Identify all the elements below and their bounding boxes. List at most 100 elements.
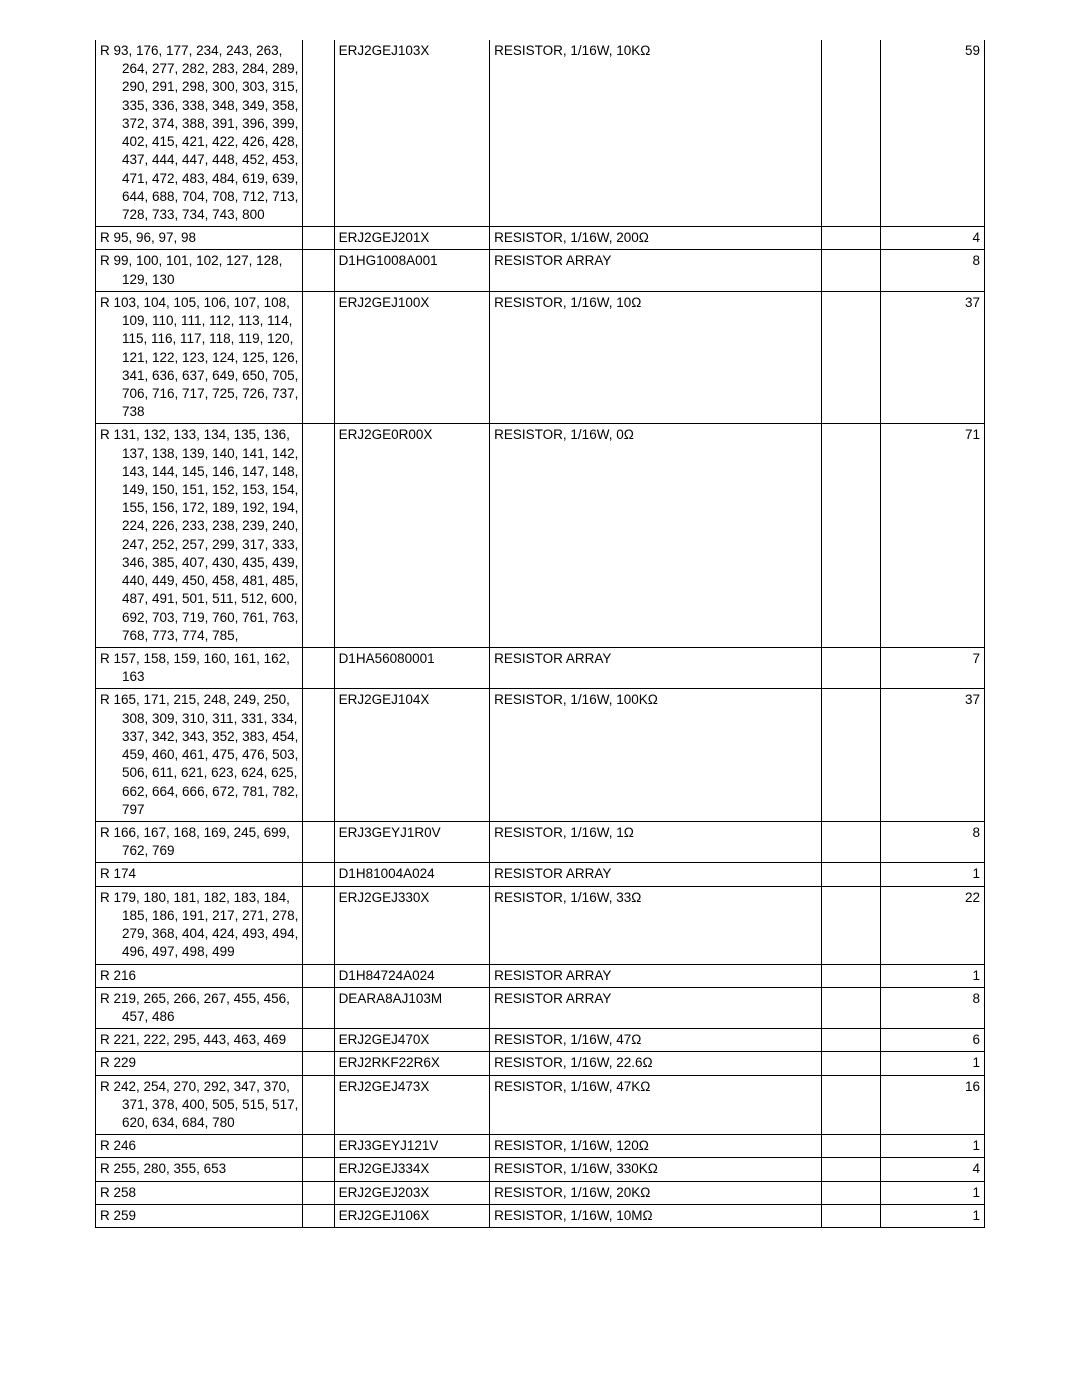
cell-part: ERJ3GEYJ1R0V bbox=[334, 821, 490, 862]
cell-blank2 bbox=[822, 1029, 881, 1052]
cell-qty: 37 bbox=[881, 291, 985, 424]
cell-part: ERJ2GEJ103X bbox=[334, 40, 490, 227]
table-row: R 131, 132, 133, 134, 135, 136, 137, 138… bbox=[96, 424, 985, 648]
table-row: R 103, 104, 105, 106, 107, 108, 109, 110… bbox=[96, 291, 985, 424]
cell-blank bbox=[303, 1075, 334, 1135]
cell-blank2 bbox=[822, 863, 881, 886]
cell-blank bbox=[303, 689, 334, 822]
cell-blank2 bbox=[822, 1052, 881, 1075]
cell-qty: 1 bbox=[881, 863, 985, 886]
cell-blank2 bbox=[822, 1158, 881, 1181]
cell-blank2 bbox=[822, 1075, 881, 1135]
cell-blank bbox=[303, 987, 334, 1028]
cell-desc: RESISTOR, 1/16W, 330KΩ bbox=[490, 1158, 822, 1181]
cell-refs: R 166, 167, 168, 169, 245, 699, 762, 769 bbox=[96, 821, 303, 862]
cell-part: ERJ2GEJ201X bbox=[334, 227, 490, 250]
cell-blank2 bbox=[822, 689, 881, 822]
cell-refs: R 165, 171, 215, 248, 249, 250, 308, 309… bbox=[96, 689, 303, 822]
cell-part: D1H81004A024 bbox=[334, 863, 490, 886]
cell-desc: RESISTOR, 1/16W, 0Ω bbox=[490, 424, 822, 648]
cell-blank2 bbox=[822, 821, 881, 862]
cell-refs: R 221, 222, 295, 443, 463, 469 bbox=[96, 1029, 303, 1052]
cell-qty: 6 bbox=[881, 1029, 985, 1052]
table-row: R 221, 222, 295, 443, 463, 469ERJ2GEJ470… bbox=[96, 1029, 985, 1052]
cell-blank2 bbox=[822, 964, 881, 987]
cell-blank bbox=[303, 964, 334, 987]
cell-refs: R 179, 180, 181, 182, 183, 184, 185, 186… bbox=[96, 886, 303, 964]
table-row: R 259 ERJ2GEJ106XRESISTOR, 1/16W, 10MΩ 1 bbox=[96, 1204, 985, 1227]
cell-blank bbox=[303, 863, 334, 886]
cell-qty: 22 bbox=[881, 886, 985, 964]
table-row: R 166, 167, 168, 169, 245, 699, 762, 769… bbox=[96, 821, 985, 862]
cell-refs: R 157, 158, 159, 160, 161, 162, 163 bbox=[96, 648, 303, 689]
cell-qty: 8 bbox=[881, 250, 985, 291]
cell-blank2 bbox=[822, 886, 881, 964]
table-row: R 255, 280, 355, 653ERJ2GEJ334XRESISTOR,… bbox=[96, 1158, 985, 1181]
cell-desc: RESISTOR, 1/16W, 47Ω bbox=[490, 1029, 822, 1052]
cell-part: ERJ2GEJ106X bbox=[334, 1204, 490, 1227]
cell-blank2 bbox=[822, 1135, 881, 1158]
cell-part: ERJ2GEJ100X bbox=[334, 291, 490, 424]
cell-blank2 bbox=[822, 250, 881, 291]
cell-desc: RESISTOR, 1/16W, 22.6Ω bbox=[490, 1052, 822, 1075]
cell-blank2 bbox=[822, 1181, 881, 1204]
cell-desc: RESISTOR ARRAY bbox=[490, 987, 822, 1028]
cell-refs: R 216 bbox=[96, 964, 303, 987]
table-row: R 174D1H81004A024RESISTOR ARRAY1 bbox=[96, 863, 985, 886]
cell-qty: 1 bbox=[881, 1204, 985, 1227]
cell-blank2 bbox=[822, 40, 881, 227]
cell-qty: 37 bbox=[881, 689, 985, 822]
table-row: R 165, 171, 215, 248, 249, 250, 308, 309… bbox=[96, 689, 985, 822]
cell-part: D1HA56080001 bbox=[334, 648, 490, 689]
cell-blank bbox=[303, 1135, 334, 1158]
cell-part: ERJ2GEJ330X bbox=[334, 886, 490, 964]
cell-blank2 bbox=[822, 1204, 881, 1227]
cell-desc: RESISTOR, 1/16W, 10MΩ bbox=[490, 1204, 822, 1227]
cell-qty: 1 bbox=[881, 964, 985, 987]
cell-desc: RESISTOR, 1/16W, 100KΩ bbox=[490, 689, 822, 822]
cell-qty: 4 bbox=[881, 227, 985, 250]
cell-part: ERJ2RKF22R6X bbox=[334, 1052, 490, 1075]
cell-desc: RESISTOR, 1/16W, 47KΩ bbox=[490, 1075, 822, 1135]
cell-desc: RESISTOR ARRAY bbox=[490, 964, 822, 987]
cell-refs: R 219, 265, 266, 267, 455, 456, 457, 486 bbox=[96, 987, 303, 1028]
cell-blank bbox=[303, 424, 334, 648]
cell-refs: R 93, 176, 177, 234, 243, 263, 264, 277,… bbox=[96, 40, 303, 227]
cell-qty: 1 bbox=[881, 1052, 985, 1075]
cell-desc: RESISTOR, 1/16W, 120Ω bbox=[490, 1135, 822, 1158]
cell-blank bbox=[303, 1158, 334, 1181]
cell-blank bbox=[303, 886, 334, 964]
cell-blank bbox=[303, 291, 334, 424]
cell-desc: RESISTOR, 1/16W, 200Ω bbox=[490, 227, 822, 250]
table-row: R 216 D1H84724A024RESISTOR ARRAY 1 bbox=[96, 964, 985, 987]
cell-desc: RESISTOR, 1/16W, 33Ω bbox=[490, 886, 822, 964]
cell-blank bbox=[303, 1204, 334, 1227]
cell-qty: 8 bbox=[881, 821, 985, 862]
cell-part: D1HG1008A001 bbox=[334, 250, 490, 291]
cell-qty: 71 bbox=[881, 424, 985, 648]
cell-refs: R 103, 104, 105, 106, 107, 108, 109, 110… bbox=[96, 291, 303, 424]
cell-part: ERJ2GEJ473X bbox=[334, 1075, 490, 1135]
cell-qty: 1 bbox=[881, 1135, 985, 1158]
cell-part: ERJ3GEYJ121V bbox=[334, 1135, 490, 1158]
table-row: R 229ERJ2RKF22R6XRESISTOR, 1/16W, 22.6Ω1 bbox=[96, 1052, 985, 1075]
table-row: R 258ERJ2GEJ203XRESISTOR, 1/16W, 20KΩ1 bbox=[96, 1181, 985, 1204]
cell-refs: R 259 bbox=[96, 1204, 303, 1227]
cell-desc: RESISTOR, 1/16W, 10Ω bbox=[490, 291, 822, 424]
table-row: R 157, 158, 159, 160, 161, 162, 163 D1HA5… bbox=[96, 648, 985, 689]
cell-part: D1H84724A024 bbox=[334, 964, 490, 987]
cell-refs: R 99, 100, 101, 102, 127, 128, 129, 130 bbox=[96, 250, 303, 291]
cell-refs: R 242, 254, 270, 292, 347, 370, 371, 378… bbox=[96, 1075, 303, 1135]
table-row: R 99, 100, 101, 102, 127, 128, 129, 130 D… bbox=[96, 250, 985, 291]
table-row: R 242, 254, 270, 292, 347, 370, 371, 378… bbox=[96, 1075, 985, 1135]
cell-part: ERJ2GEJ203X bbox=[334, 1181, 490, 1204]
cell-desc: RESISTOR, 1/16W, 10KΩ bbox=[490, 40, 822, 227]
cell-blank bbox=[303, 40, 334, 227]
table-row: R 95, 96, 97, 98 ERJ2GEJ201XRESISTOR, 1/1… bbox=[96, 227, 985, 250]
cell-desc: RESISTOR ARRAY bbox=[490, 863, 822, 886]
cell-part: ERJ2GEJ104X bbox=[334, 689, 490, 822]
cell-refs: R 95, 96, 97, 98 bbox=[96, 227, 303, 250]
cell-blank bbox=[303, 1052, 334, 1075]
cell-desc: RESISTOR, 1/16W, 1Ω bbox=[490, 821, 822, 862]
cell-desc: RESISTOR ARRAY bbox=[490, 648, 822, 689]
